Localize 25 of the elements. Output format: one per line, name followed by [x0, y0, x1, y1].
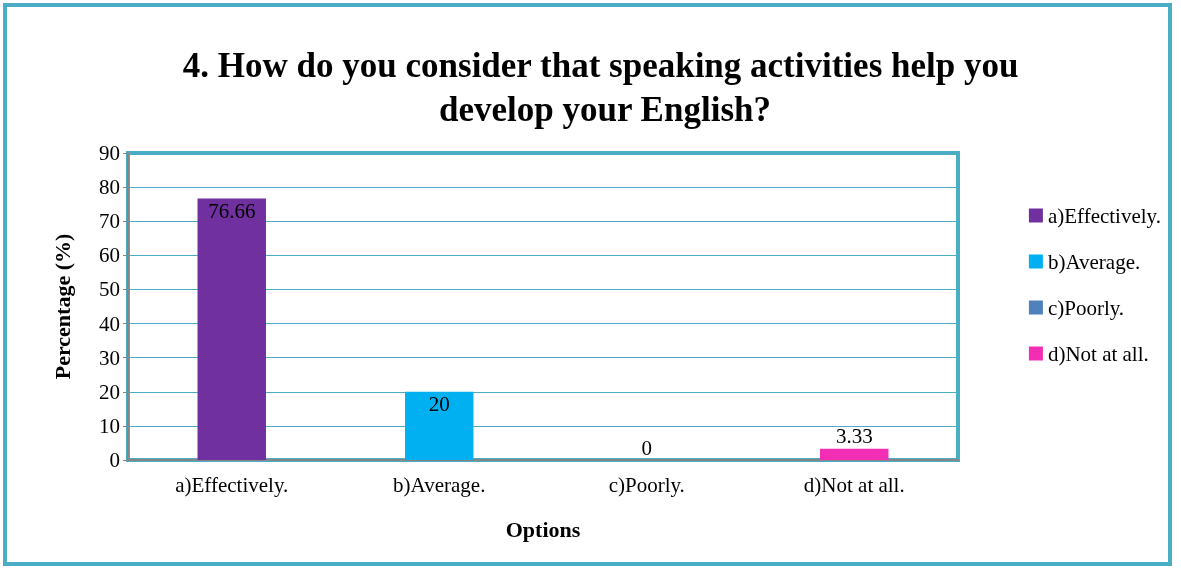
y-tick-label: 10 [99, 413, 120, 438]
y-tick-label: 90 [99, 141, 120, 165]
y-tick-label: 70 [99, 209, 120, 234]
y-tick-label: 20 [99, 379, 120, 404]
y-tick-label: 60 [99, 243, 120, 268]
legend-label: d)Not at all. [1047, 341, 1149, 366]
y-tick-label: 0 [109, 448, 120, 472]
y-tick-label: 30 [99, 345, 120, 370]
x-axis-title: Options [505, 516, 581, 542]
legend-label: c)Poorly. [1047, 295, 1125, 320]
data-label: 20 [428, 392, 450, 417]
x-tick-label: c)Poorly. [608, 472, 685, 497]
y-tick-label: 50 [99, 277, 120, 302]
y-axis-title: Percentage (%) [49, 233, 75, 380]
legend-label: a)Effectively. [1047, 203, 1162, 228]
y-tick-label: 80 [99, 175, 120, 200]
x-tick-label: b)Average. [393, 472, 486, 497]
x-tick-label: d)Not at all. [803, 472, 905, 497]
chart-title: 4. How do you consider that speaking activities help you develop your English? [182, 45, 1028, 129]
legend-label: b)Average. [1047, 249, 1141, 274]
data-label: 0 [641, 435, 652, 460]
data-label: 76.66 [208, 199, 256, 223]
x-tick-label: a)Effectively. [175, 472, 289, 497]
y-tick-label: 40 [99, 311, 120, 336]
data-label: 3.33 [835, 424, 873, 449]
